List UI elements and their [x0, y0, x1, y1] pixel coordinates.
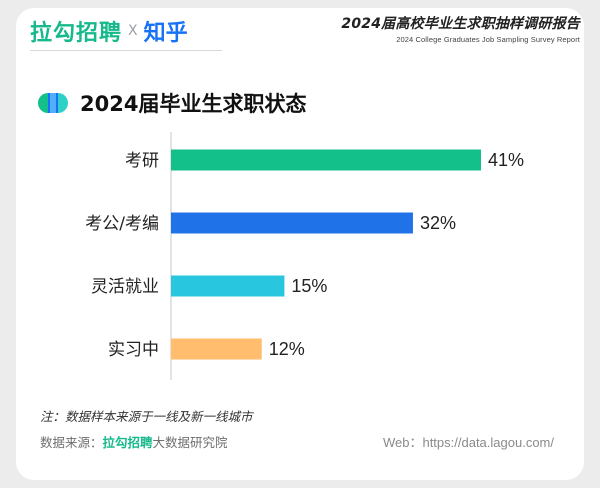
report-subtitle: 2024 College Graduates Job Sampling Surv… — [396, 35, 580, 44]
category-label: 考研 — [125, 151, 159, 171]
value-label: 41% — [488, 150, 524, 170]
source-suffix: 大数据研究院 — [152, 435, 228, 450]
bar — [171, 149, 481, 171]
section-title: 2024届毕业生求职状态 — [80, 92, 307, 116]
footnote: 注：数据样本来源于一线及新一线城市 — [40, 409, 253, 424]
report-title: 2024届高校毕业生求职抽样调研报告 — [341, 16, 580, 32]
report-card — [16, 8, 584, 480]
report-heading: 2024届高校毕业生求职抽样调研报告 2024 College Graduate… — [341, 13, 580, 44]
website-link[interactable]: Web：https://data.lagou.com/ — [382, 435, 554, 450]
data-source: 数据来源：拉勾招聘大数据研究院 — [40, 432, 228, 451]
value-label: 15% — [291, 276, 327, 296]
category-label: 灵活就业 — [91, 277, 159, 297]
lagou-logo-icon — [38, 93, 68, 113]
category-label: 考公/考编 — [85, 214, 159, 234]
brand-header: 拉勾招聘 X 知乎 — [30, 15, 188, 47]
value-label: 32% — [420, 213, 456, 233]
bar — [171, 275, 285, 297]
zhihu-logo: 知乎 — [143, 21, 188, 46]
bar — [171, 212, 413, 234]
value-label: 12% — [269, 339, 305, 359]
source-prefix: 数据来源： — [40, 435, 103, 450]
section-header: 2024届毕业生求职状态 — [36, 88, 306, 118]
bar — [171, 338, 262, 360]
category-label: 实习中 — [108, 340, 159, 360]
brand-separator: X — [128, 23, 138, 39]
header-divider — [30, 50, 222, 51]
lagou-logo: 拉勾招聘 — [30, 21, 123, 46]
source-brand: 拉勾招聘 — [102, 435, 153, 450]
